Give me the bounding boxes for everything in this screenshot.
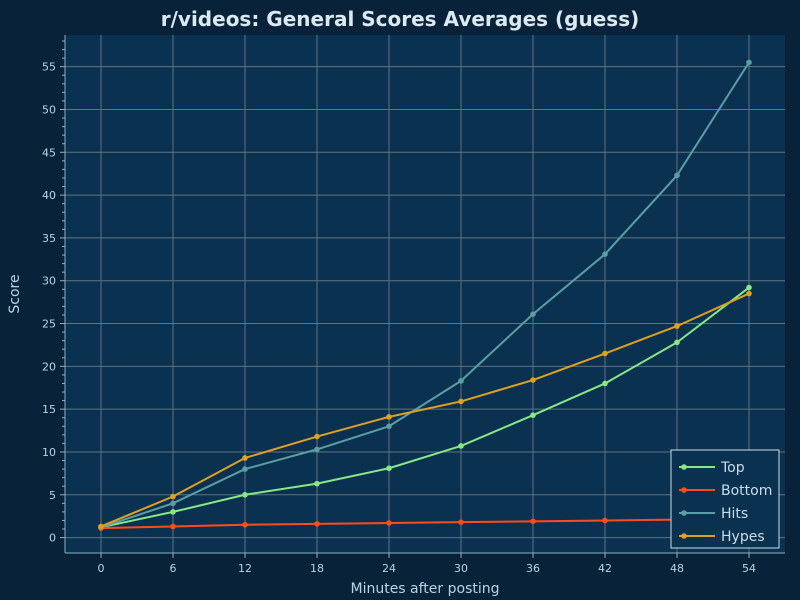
legend-label: Bottom	[721, 483, 772, 499]
data-point-hits	[602, 251, 608, 257]
series-hypes	[98, 290, 752, 530]
data-point-hypes	[98, 523, 104, 530]
series-line-bottom	[100, 517, 750, 530]
x-tick-label: 48	[670, 562, 684, 575]
data-point-top	[314, 480, 320, 487]
y-tick-label: 25	[42, 318, 56, 331]
legend-swatch-marker	[681, 464, 687, 470]
data-point-hypes	[170, 493, 176, 500]
legend: Top Bottom Hits Hypes	[670, 449, 780, 549]
legend-label: Hits	[721, 506, 748, 522]
series-hits	[98, 59, 752, 531]
x-axis-title: Minutes after posting	[350, 581, 499, 597]
data-point-top	[674, 339, 680, 346]
data-point-top	[458, 443, 464, 449]
data-point-hits	[242, 466, 248, 472]
y-tick-label: 35	[42, 232, 56, 245]
legend-item-hypes: Hypes	[679, 529, 765, 545]
legend-swatch-marker	[681, 510, 687, 516]
plot-area	[65, 35, 785, 553]
y-tick-label: 30	[42, 275, 56, 288]
data-point-hits	[746, 59, 752, 66]
data-point-bottom	[602, 517, 608, 524]
data-point-bottom	[386, 520, 392, 526]
data-point-hypes	[314, 433, 320, 440]
series-line-top	[100, 286, 750, 529]
data-point-top	[170, 509, 176, 515]
data-point-bottom	[530, 518, 536, 525]
x-tick-label: 6	[170, 562, 177, 575]
axes: 0 6 12 18 24 30 36 42 48 54 0 5 10 15 20 25 30 35 40 45 50 55	[42, 35, 785, 575]
data-point-bottom	[242, 521, 248, 528]
y-tick-label: 10	[42, 446, 56, 459]
y-tick-label: 15	[42, 403, 56, 416]
x-tick-label: 12	[238, 562, 252, 575]
y-tick-label: 45	[42, 146, 56, 159]
legend-item-top: Top	[679, 460, 745, 476]
data-point-hits	[314, 446, 320, 453]
y-tick-label: 55	[42, 61, 56, 74]
y-tick-label: 20	[42, 360, 56, 373]
x-tick-label: 36	[526, 562, 540, 575]
data-point-hits	[386, 423, 392, 430]
data-point-top	[242, 491, 248, 498]
y-tick-label: 0	[49, 532, 56, 545]
x-tick-label: 0	[98, 562, 105, 575]
series-line-hits	[100, 61, 750, 529]
data-point-top	[746, 284, 752, 291]
x-tick-label: 30	[454, 562, 468, 575]
data-point-hits	[674, 172, 680, 179]
x-tick-label: 24	[382, 562, 396, 575]
data-point-hits	[458, 378, 464, 384]
data-point-bottom	[458, 519, 464, 525]
y-tick-label: 5	[49, 489, 56, 502]
y-axis-title: Score	[7, 274, 23, 313]
x-tick-label: 42	[598, 562, 612, 575]
data-point-hypes	[530, 377, 536, 383]
x-tick-label: 54	[742, 562, 756, 575]
data-point-hypes	[386, 414, 392, 420]
legend-item-bottom: Bottom	[679, 483, 772, 499]
data-point-hits	[530, 311, 536, 317]
data-point-hits	[170, 500, 176, 507]
y-tick-label: 50	[42, 103, 56, 116]
data-point-hypes	[458, 398, 464, 405]
data-point-top	[386, 465, 392, 472]
legend-label: Top	[720, 460, 745, 476]
series-group	[98, 59, 752, 531]
x-tick-label: 18	[310, 562, 324, 575]
data-point-hypes	[242, 455, 248, 461]
legend-label: Hypes	[721, 529, 765, 545]
legend-item-hits: Hits	[679, 506, 748, 522]
data-point-hypes	[602, 350, 608, 357]
legend-swatch-marker	[681, 533, 687, 539]
series-line-hypes	[100, 292, 750, 528]
legend-swatch-marker	[681, 487, 687, 493]
data-point-top	[530, 412, 536, 418]
data-point-bottom	[170, 523, 176, 530]
y-tick-label: 40	[42, 189, 56, 202]
data-point-bottom	[314, 521, 320, 527]
data-point-hypes	[674, 323, 680, 329]
grid	[65, 35, 785, 553]
data-point-top	[602, 380, 608, 387]
data-point-hypes	[746, 290, 752, 297]
chart-title: r/videos: General Scores Averages (guess…	[161, 7, 640, 31]
